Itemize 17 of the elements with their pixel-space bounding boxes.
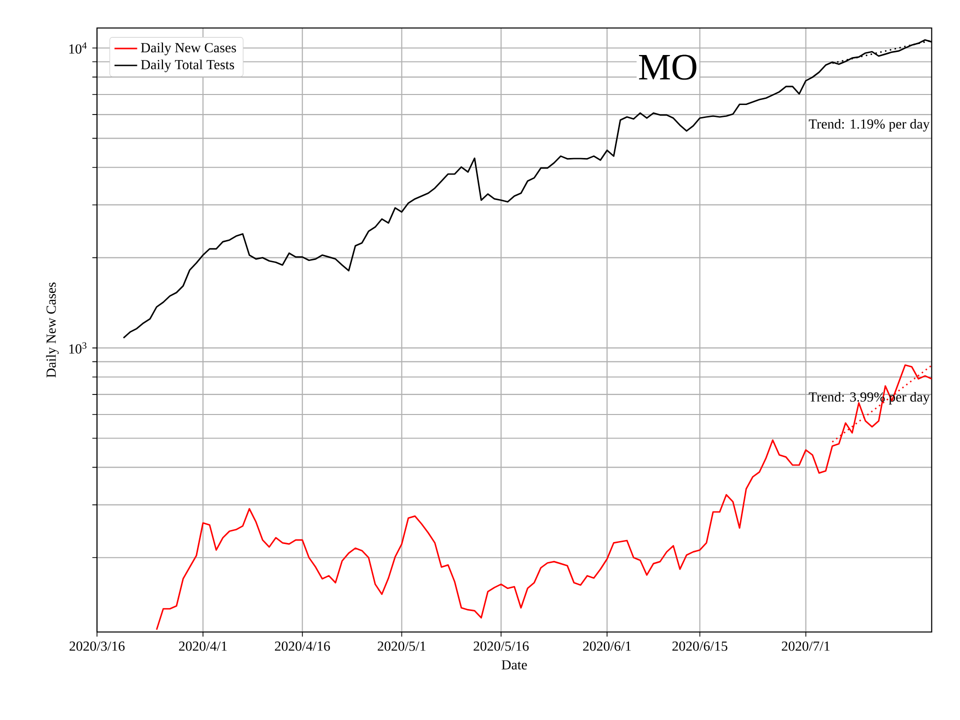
annotation: Trend: 1.19% per day (808, 118, 930, 132)
x-tick-label: 2020/4/1 (179, 641, 227, 651)
x-axis-title: Date (502, 660, 527, 670)
legend-label: Daily New Cases (140, 42, 236, 56)
y-axis-title: Daily New Cases (46, 282, 59, 378)
x-tick-label: 2020/3/16 (70, 641, 125, 651)
text: MO (639, 54, 696, 80)
x-tick-label: 2020/6/1 (583, 641, 631, 651)
x-tick-label: 2020/5/1 (378, 641, 426, 651)
x-tick-label: 2020/7/1 (782, 641, 830, 651)
legend-label: Daily Total Tests (140, 60, 234, 72)
x-tick-label: 2020/6/15 (672, 641, 728, 651)
x-tick-label: 2020/4/16 (274, 641, 330, 651)
y-tick-label: 10$^{3}$ (69, 342, 86, 354)
x-tick-label: 2020/5/16 (474, 641, 529, 651)
y-tick-label: 10$^{4}$ (69, 42, 87, 54)
line-series (156, 364, 932, 630)
